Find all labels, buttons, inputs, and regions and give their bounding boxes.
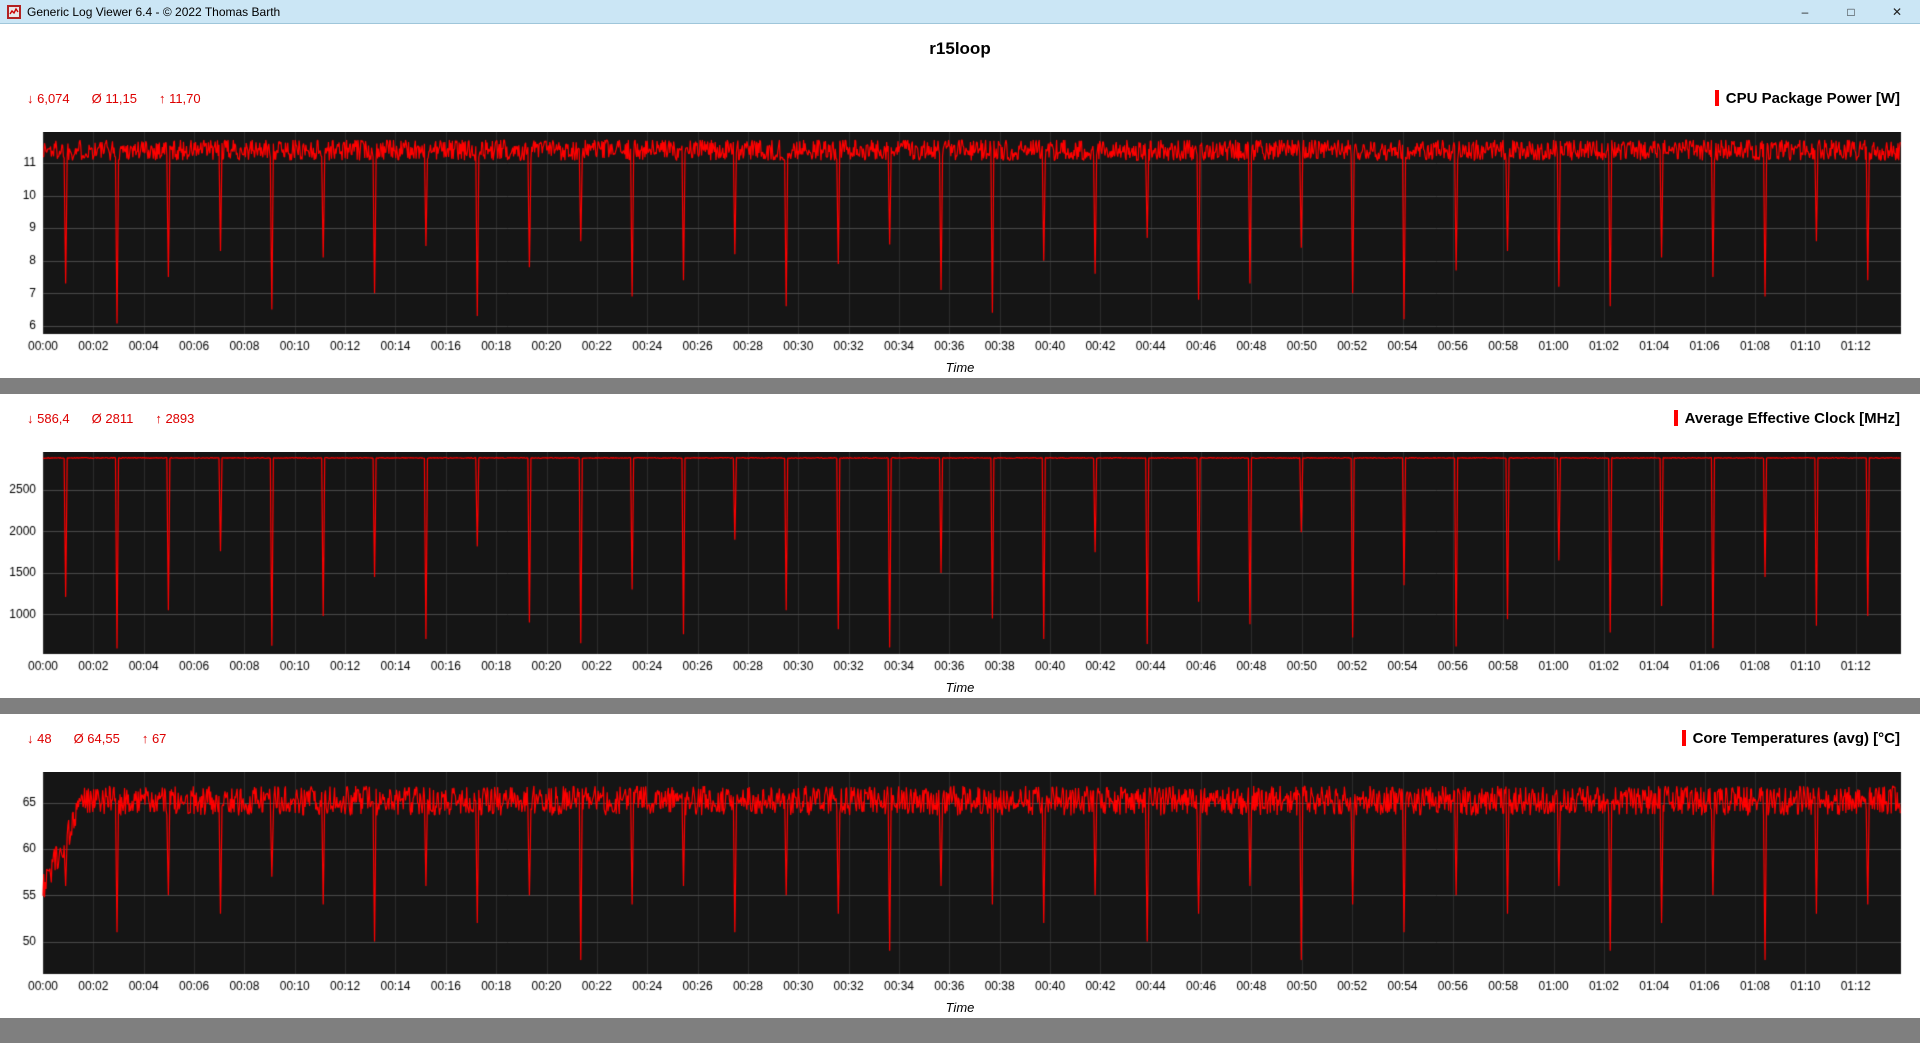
minimize-button[interactable]: – <box>1801 4 1809 19</box>
panel-separator <box>0 378 1920 394</box>
legend-color-bar <box>1681 730 1686 746</box>
stat-min: ↓ 48 <box>27 730 52 746</box>
close-button[interactable]: ✕ <box>1891 4 1903 19</box>
chart-stats: ↓ 6,074 Ø 11,15 ↑ 11,70 <box>27 91 201 106</box>
stat-avg: Ø 2811 <box>91 410 134 426</box>
chart-legend: Core Temperatures (avg) [°C] <box>1681 729 1900 747</box>
stats-row: ↓ 6,074 Ø 11,15 ↑ 11,70 CPU Package Powe… <box>0 88 1920 108</box>
stats-row: ↓ 586,4 Ø 2811 ↑ 2893 Average Effective … <box>0 408 1920 428</box>
legend-label: Core Temperatures (avg) [°C] <box>1692 729 1900 747</box>
stat-avg: Ø 64,55 <box>73 730 120 746</box>
average-effective-clock-chart[interactable] <box>0 452 1920 680</box>
stats-row: ↓ 48 Ø 64,55 ↑ 67 Core Temperatures (avg… <box>0 728 1920 748</box>
window-titlebar[interactable]: Generic Log Viewer 6.4 - © 2022 Thomas B… <box>0 0 1920 24</box>
chart-panel-cpu-package-power: ↓ 6,074 Ø 11,15 ↑ 11,70 CPU Package Powe… <box>0 74 1920 378</box>
panel-separator <box>0 698 1920 714</box>
window-title: Generic Log Viewer 6.4 - © 2022 Thomas B… <box>27 4 281 19</box>
chart-stats: ↓ 48 Ø 64,55 ↑ 67 <box>27 731 166 746</box>
app-icon <box>7 4 21 19</box>
x-axis-title: Time <box>945 680 975 695</box>
legend-label: Average Effective Clock [MHz] <box>1684 409 1900 427</box>
chart-panel-core-temperatures: ↓ 48 Ø 64,55 ↑ 67 Core Temperatures (avg… <box>0 714 1920 1018</box>
legend-label: CPU Package Power [W] <box>1725 89 1900 107</box>
core-temperatures-chart[interactable] <box>0 772 1920 1000</box>
page-title-band: r15loop <box>0 24 1920 74</box>
stat-max: ↑ 11,70 <box>158 90 201 106</box>
stat-avg: Ø 11,15 <box>91 90 137 106</box>
x-axis-title: Time <box>945 360 975 375</box>
chart-legend: CPU Package Power [W] <box>1714 89 1900 107</box>
window-bottom-edge <box>0 1018 1920 1043</box>
chart-panel-average-effective-clock: ↓ 586,4 Ø 2811 ↑ 2893 Average Effective … <box>0 394 1920 698</box>
page-title: r15loop <box>929 39 991 58</box>
chart-legend: Average Effective Clock [MHz] <box>1673 409 1900 427</box>
window-controls: – □ ✕ <box>1782 0 1920 23</box>
x-axis-title: Time <box>945 1000 975 1015</box>
chart-stats: ↓ 586,4 Ø 2811 ↑ 2893 <box>27 411 194 426</box>
legend-color-bar <box>1673 410 1678 426</box>
stat-max: ↑ 2893 <box>155 410 195 426</box>
stat-min: ↓ 6,074 <box>27 90 70 106</box>
cpu-package-power-chart[interactable] <box>0 132 1920 360</box>
legend-color-bar <box>1714 90 1719 106</box>
maximize-button[interactable]: □ <box>1847 4 1855 19</box>
stat-min: ↓ 586,4 <box>27 410 70 426</box>
stat-max: ↑ 67 <box>141 730 167 746</box>
